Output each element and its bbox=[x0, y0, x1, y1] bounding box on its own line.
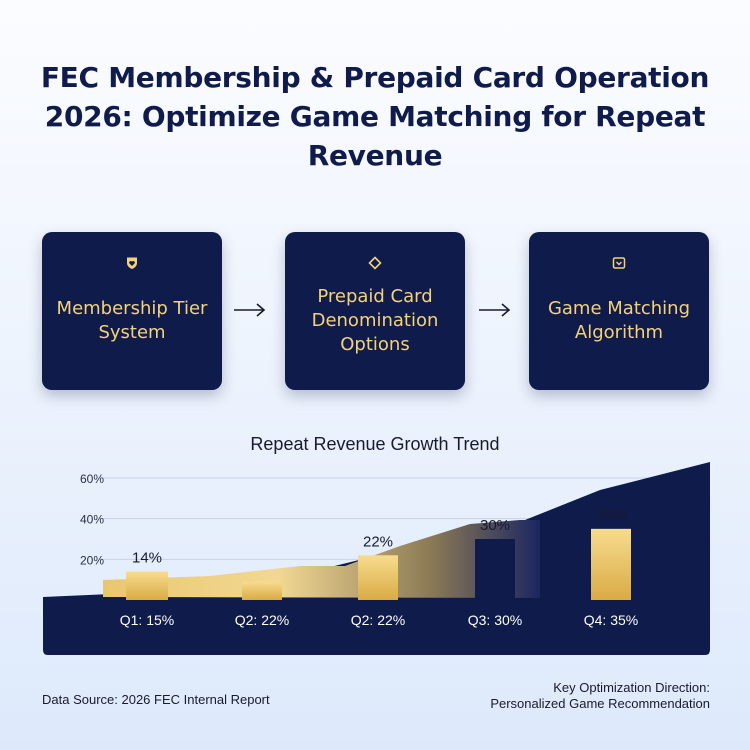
category-label: Q2: 22% bbox=[235, 612, 289, 628]
category-label: Q4: 35% bbox=[584, 612, 638, 628]
flow-step-label: Game Matching Algorithm bbox=[547, 298, 691, 343]
bar-4 bbox=[475, 539, 515, 600]
arrow-right-icon bbox=[479, 303, 511, 317]
check-square-icon bbox=[612, 257, 626, 269]
category-label: Q3: 30% bbox=[468, 612, 522, 628]
category-label: Q1: 15% bbox=[120, 612, 174, 628]
page-title: FEC Membership & Prepaid Card Operation … bbox=[40, 61, 710, 172]
y-tick-label: 60% bbox=[80, 472, 104, 486]
bar-5 bbox=[591, 528, 631, 600]
key-direction-value: Personalized Game Recommendation bbox=[490, 696, 710, 711]
flow-step-label: Prepaid Card Denomination Options bbox=[311, 286, 439, 355]
data-source-note: Data Source: 2026 FEC Internal Report bbox=[42, 692, 270, 707]
y-tick-label: 20% bbox=[80, 553, 104, 567]
data-label: 22% bbox=[363, 533, 393, 550]
data-label: 30% bbox=[480, 517, 510, 534]
flow-step-membership-tier: Membership Tier System bbox=[42, 232, 222, 390]
y-tick-label: 40% bbox=[80, 513, 104, 527]
arrow-right-icon bbox=[234, 303, 266, 317]
flow-step-prepaid-card: Prepaid Card Denomination Options bbox=[285, 232, 465, 390]
flow-step-label: Membership Tier System bbox=[56, 298, 208, 343]
flow-step-game-matching: Game Matching Algorithm bbox=[529, 232, 709, 390]
trend-area-gold bbox=[103, 520, 540, 598]
data-label: 35% bbox=[596, 507, 626, 524]
key-direction-label: Key Optimization Direction: bbox=[553, 680, 710, 695]
shield-heart-icon bbox=[127, 257, 137, 269]
bar-3 bbox=[358, 555, 398, 600]
data-label: 14% bbox=[132, 550, 162, 567]
bar-2 bbox=[242, 581, 282, 600]
key-direction-note: Key Optimization Direction: Personalized… bbox=[490, 680, 710, 712]
chart-title: Repeat Revenue Growth Trend bbox=[250, 434, 500, 454]
bar-1 bbox=[126, 571, 168, 600]
diamond-icon bbox=[368, 256, 382, 270]
category-label: Q2: 22% bbox=[351, 612, 405, 628]
